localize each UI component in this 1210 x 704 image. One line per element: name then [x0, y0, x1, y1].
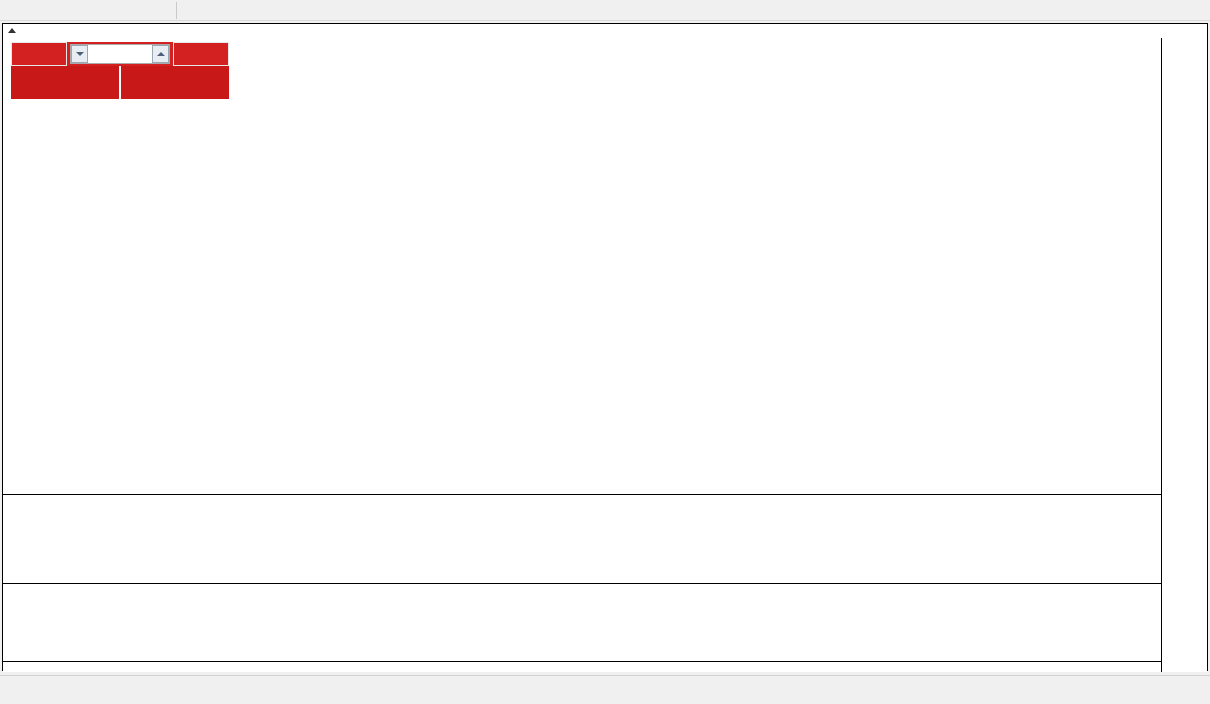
toolbar-divider [176, 2, 177, 19]
timeframe-toolbar [0, 0, 1210, 21]
price-pane[interactable] [3, 38, 1161, 494]
collapse-triangle-icon[interactable] [8, 28, 16, 33]
buy-button[interactable] [173, 42, 229, 66]
volume-field-wrapper [67, 42, 173, 66]
price-scale[interactable] [1161, 38, 1207, 672]
volume-decrement-button[interactable] [71, 45, 88, 63]
chart-titlebar [3, 24, 1207, 38]
rsi-pane[interactable] [3, 583, 1161, 661]
sell-button[interactable] [11, 42, 67, 66]
chevron-up-icon [156, 52, 165, 56]
date-axis [3, 661, 1161, 672]
buy-price-display[interactable] [121, 66, 229, 99]
chevron-down-icon [75, 52, 84, 56]
chart-tab-bar [0, 675, 1210, 704]
macd-pane[interactable] [3, 494, 1161, 582]
chart-window [2, 23, 1208, 672]
sell-price-display[interactable] [11, 66, 119, 99]
one-click-trading-panel[interactable] [11, 42, 229, 99]
volume-input[interactable] [70, 44, 170, 64]
volume-increment-button[interactable] [152, 45, 169, 63]
